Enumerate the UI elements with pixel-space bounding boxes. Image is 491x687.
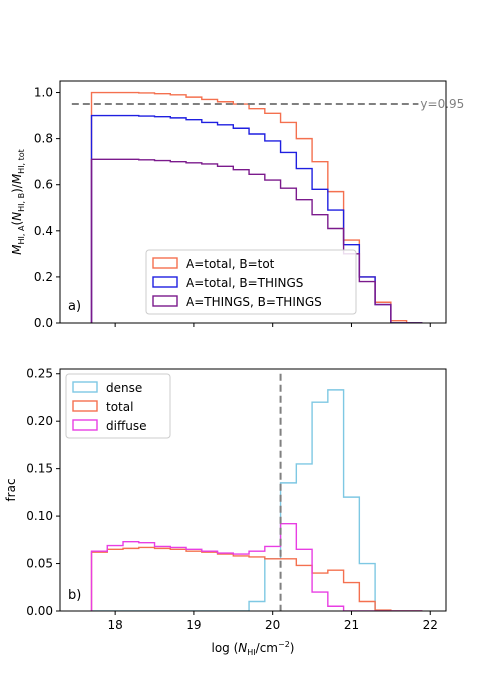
legend-swatch [72,419,98,431]
panel-a: y=0.95 0.0 0.2 0.4 0.6 0.8 1.0 a) MHI, A(NHI,… [10,80,464,330]
y-tick-label: 1.0 [34,86,53,100]
y-tick-label: 0.0 [34,316,53,330]
y-tick-label: 0.6 [34,178,53,192]
legend-box [145,249,357,315]
y-tick-label: 0.20 [26,414,53,428]
y-tick-label: 0.10 [26,509,53,523]
series-line-dense [91,389,423,611]
panel-b: 18 19 20 21 22 0.00 0.05 0.10 0.15 0.20 0.25 b) fr… [4,367,447,657]
panel-b-y-axis-label: frac [4,478,18,501]
series-line-total [90,546,423,611]
y-tick-label: 0.15 [26,462,53,476]
x-tick-label: 18 [108,618,123,632]
series-line-diffuse [90,522,423,611]
y-tick-label: 0.8 [34,132,53,146]
y-tick-label: 0.25 [26,367,53,381]
panel-b-frame [59,368,447,612]
legend-entry: total [106,400,133,414]
x-tick-label: 19 [186,618,201,632]
series-line-a-things-b-things [90,158,423,323]
panel-b-x-axis-label: log (NHI/cm−2) [212,640,295,657]
y-tick-label: 0.2 [34,270,53,284]
panel-b-legend: dense total diffuse [65,373,171,439]
panel-a-label: a) [68,299,81,314]
legend-swatch [152,276,178,288]
legend-swatch [152,257,178,269]
legend-box [65,373,171,439]
legend-entry: dense [106,381,142,395]
panel-b-series-layer [90,389,423,611]
x-tick-label: 21 [344,618,359,632]
panel-a-frame [59,80,447,324]
panel-b-label: b) [68,588,81,603]
legend-entry: diffuse [106,419,146,433]
x-tick-label: 20 [265,618,280,632]
legend-swatch [72,400,98,412]
y-tick-label: 0.4 [34,224,53,238]
panel-a-legend: A=total, B=tot A=total, B=THINGS A=THINGS,… [145,249,357,315]
panel-a-series-layer [90,91,423,323]
panel-a-axes: 0.0 0.2 0.4 0.6 0.8 1.0 [34,86,431,330]
x-tick-label: 22 [423,618,438,632]
panel-b-axes: 18 19 20 21 22 0.00 0.05 0.10 0.15 0.20 0.25 [26,367,438,632]
legend-swatch [152,295,178,307]
y-tick-label: 0.00 [26,604,53,618]
legend-entry: A=THINGS, B=THINGS [186,295,322,309]
legend-entry: A=total, B=THINGS [186,276,303,290]
reference-hline-label: y=0.95 [420,97,464,111]
legend-swatch [72,381,98,393]
panel-a-y-axis-label: MHI, A(NHI, B)/MHI, tot [10,149,26,255]
panel-a-reference-layer: y=0.95 [71,97,464,111]
y-tick-label: 0.05 [26,557,53,571]
legend-entry: A=total, B=tot [186,257,275,271]
